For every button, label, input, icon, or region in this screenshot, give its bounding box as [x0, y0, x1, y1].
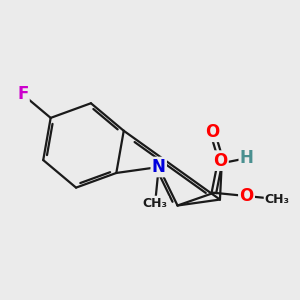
Text: CH₃: CH₃	[265, 193, 290, 206]
Text: CH₃: CH₃	[142, 197, 168, 210]
Text: H: H	[240, 149, 254, 167]
Text: O: O	[205, 123, 220, 141]
Text: O: O	[213, 152, 227, 169]
Text: F: F	[17, 85, 28, 103]
Text: O: O	[239, 187, 254, 205]
Text: N: N	[152, 158, 166, 176]
